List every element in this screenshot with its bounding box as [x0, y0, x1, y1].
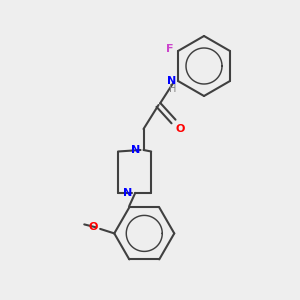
Text: O: O [175, 124, 184, 134]
Text: O: O [88, 222, 98, 233]
Text: H: H [169, 83, 176, 94]
Text: N: N [167, 76, 176, 86]
Text: N: N [131, 145, 140, 155]
Text: F: F [166, 44, 173, 55]
Text: N: N [123, 188, 132, 198]
